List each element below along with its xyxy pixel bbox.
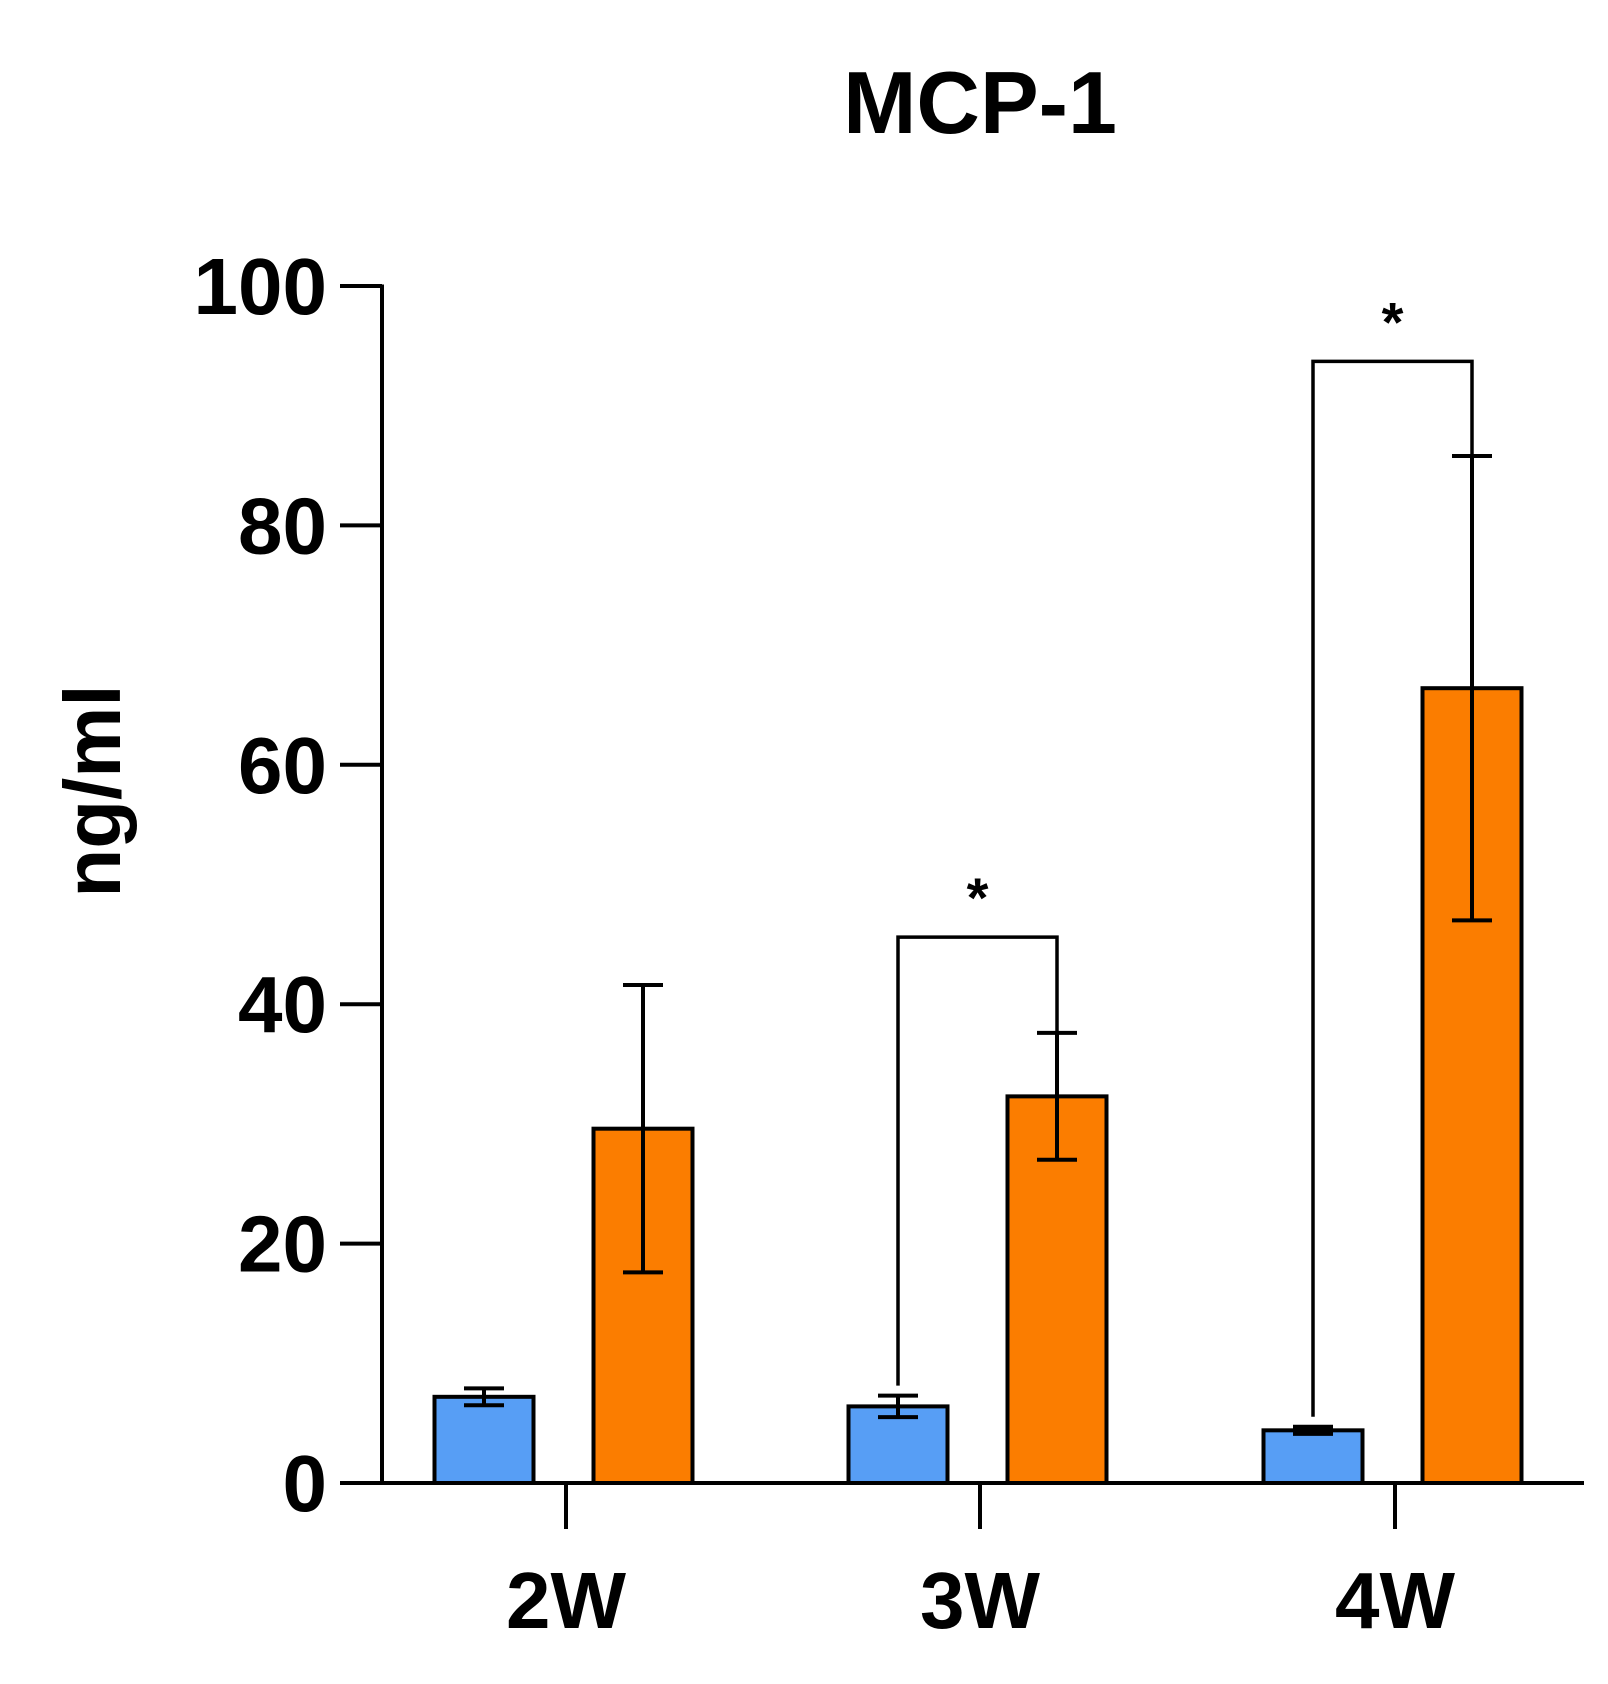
significance-marker: *	[1382, 290, 1404, 353]
x-tick-label: 4W	[1335, 1556, 1455, 1645]
y-tick-label: 60	[238, 721, 327, 810]
significance-bracket-4w	[1311, 359, 1474, 1417]
bars	[432, 686, 1524, 1486]
significance-brackets: **	[896, 290, 1474, 1417]
x-axis: 2W 3W 4W	[382, 1481, 1584, 1645]
y-tick-label: 20	[238, 1200, 327, 1289]
bar-control-2w	[432, 1394, 536, 1486]
y-axis: 0 20 40 60 80 100	[194, 242, 384, 1528]
significance-marker: *	[967, 866, 989, 929]
chart-title: MCP-1	[843, 53, 1117, 152]
y-tick-label: 100	[194, 242, 327, 331]
significance-bracket-3w	[896, 935, 1059, 1386]
y-tick-label: 80	[238, 481, 327, 570]
x-tick-label: 2W	[506, 1556, 626, 1645]
x-tick-label: 3W	[920, 1556, 1040, 1645]
y-tick-label: 0	[283, 1439, 328, 1528]
bar-control-4w	[1261, 1428, 1365, 1486]
y-tick-label: 40	[238, 960, 327, 1049]
y-axis-label: ng/ml	[48, 684, 137, 897]
